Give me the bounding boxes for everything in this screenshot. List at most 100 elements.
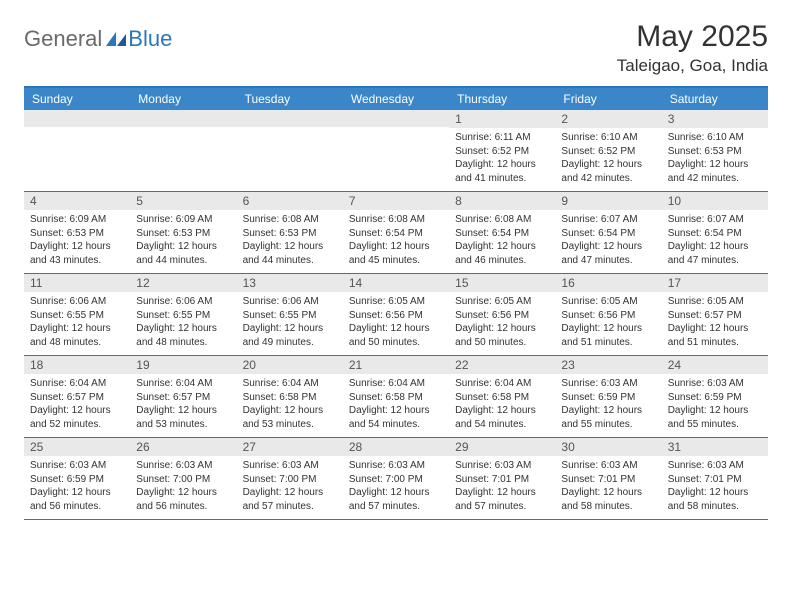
brand-text-blue: Blue [128,26,172,52]
day-number [237,110,343,127]
day-info: Sunrise: 6:08 AMSunset: 6:54 PMDaylight:… [449,210,555,273]
daylight-line: Daylight: 12 hours and 57 minutes. [349,486,443,513]
daylight-line: Daylight: 12 hours and 48 minutes. [136,322,230,349]
daylight-line: Daylight: 12 hours and 55 minutes. [561,404,655,431]
daylight-line: Daylight: 12 hours and 57 minutes. [243,486,337,513]
sunset-line: Sunset: 6:59 PM [561,391,655,405]
daylight-line: Daylight: 12 hours and 58 minutes. [561,486,655,513]
day-info [130,127,236,181]
daylight-line: Daylight: 12 hours and 44 minutes. [136,240,230,267]
sunset-line: Sunset: 7:00 PM [243,473,337,487]
day-info: Sunrise: 6:03 AMSunset: 7:01 PMDaylight:… [449,456,555,519]
day-number: 1 [449,110,555,128]
calendar-row: 25Sunrise: 6:03 AMSunset: 6:59 PMDayligh… [24,438,768,520]
daylight-line: Daylight: 12 hours and 49 minutes. [243,322,337,349]
day-info: Sunrise: 6:11 AMSunset: 6:52 PMDaylight:… [449,128,555,191]
day-cell: 20Sunrise: 6:04 AMSunset: 6:58 PMDayligh… [237,356,343,437]
day-info [24,127,130,181]
sunset-line: Sunset: 6:54 PM [668,227,762,241]
sunrise-line: Sunrise: 6:05 AM [561,295,655,309]
day-number: 15 [449,274,555,292]
day-number: 8 [449,192,555,210]
daylight-line: Daylight: 12 hours and 56 minutes. [30,486,124,513]
day-info: Sunrise: 6:08 AMSunset: 6:54 PMDaylight:… [343,210,449,273]
day-number: 19 [130,356,236,374]
dow-monday: Monday [130,88,236,110]
day-info: Sunrise: 6:04 AMSunset: 6:57 PMDaylight:… [130,374,236,437]
day-cell: 5Sunrise: 6:09 AMSunset: 6:53 PMDaylight… [130,192,236,273]
day-number: 26 [130,438,236,456]
sunrise-line: Sunrise: 6:03 AM [455,459,549,473]
day-number: 4 [24,192,130,210]
daylight-line: Daylight: 12 hours and 53 minutes. [136,404,230,431]
day-number: 11 [24,274,130,292]
title-block: May 2025 Taleigao, Goa, India [617,20,768,76]
sunrise-line: Sunrise: 6:04 AM [136,377,230,391]
day-info: Sunrise: 6:09 AMSunset: 6:53 PMDaylight:… [130,210,236,273]
daylight-line: Daylight: 12 hours and 42 minutes. [668,158,762,185]
day-cell: 25Sunrise: 6:03 AMSunset: 6:59 PMDayligh… [24,438,130,519]
day-cell: 8Sunrise: 6:08 AMSunset: 6:54 PMDaylight… [449,192,555,273]
dow-wednesday: Wednesday [343,88,449,110]
day-cell: 6Sunrise: 6:08 AMSunset: 6:53 PMDaylight… [237,192,343,273]
sunset-line: Sunset: 6:52 PM [561,145,655,159]
day-cell: 16Sunrise: 6:05 AMSunset: 6:56 PMDayligh… [555,274,661,355]
day-cell [24,110,130,191]
day-number: 7 [343,192,449,210]
day-number: 6 [237,192,343,210]
day-number [130,110,236,127]
daylight-line: Daylight: 12 hours and 50 minutes. [349,322,443,349]
day-info [237,127,343,181]
sunrise-line: Sunrise: 6:07 AM [668,213,762,227]
daylight-line: Daylight: 12 hours and 50 minutes. [455,322,549,349]
day-cell: 4Sunrise: 6:09 AMSunset: 6:53 PMDaylight… [24,192,130,273]
day-info: Sunrise: 6:03 AMSunset: 7:00 PMDaylight:… [237,456,343,519]
sunrise-line: Sunrise: 6:09 AM [136,213,230,227]
sunset-line: Sunset: 6:55 PM [136,309,230,323]
daylight-line: Daylight: 12 hours and 45 minutes. [349,240,443,267]
day-cell: 10Sunrise: 6:07 AMSunset: 6:54 PMDayligh… [662,192,768,273]
sunrise-line: Sunrise: 6:03 AM [30,459,124,473]
day-info: Sunrise: 6:10 AMSunset: 6:53 PMDaylight:… [662,128,768,191]
day-info: Sunrise: 6:09 AMSunset: 6:53 PMDaylight:… [24,210,130,273]
day-number: 14 [343,274,449,292]
day-info: Sunrise: 6:08 AMSunset: 6:53 PMDaylight:… [237,210,343,273]
sunset-line: Sunset: 6:53 PM [668,145,762,159]
day-cell: 21Sunrise: 6:04 AMSunset: 6:58 PMDayligh… [343,356,449,437]
day-cell: 30Sunrise: 6:03 AMSunset: 7:01 PMDayligh… [555,438,661,519]
day-info: Sunrise: 6:03 AMSunset: 6:59 PMDaylight:… [555,374,661,437]
daylight-line: Daylight: 12 hours and 51 minutes. [668,322,762,349]
dow-saturday: Saturday [662,88,768,110]
day-cell: 1Sunrise: 6:11 AMSunset: 6:52 PMDaylight… [449,110,555,191]
sunset-line: Sunset: 7:00 PM [349,473,443,487]
day-number: 28 [343,438,449,456]
sunrise-line: Sunrise: 6:08 AM [349,213,443,227]
sunrise-line: Sunrise: 6:03 AM [243,459,337,473]
day-info: Sunrise: 6:05 AMSunset: 6:57 PMDaylight:… [662,292,768,355]
daylight-line: Daylight: 12 hours and 46 minutes. [455,240,549,267]
sunrise-line: Sunrise: 6:03 AM [349,459,443,473]
day-number: 9 [555,192,661,210]
sunrise-line: Sunrise: 6:07 AM [561,213,655,227]
sunrise-line: Sunrise: 6:05 AM [455,295,549,309]
day-cell: 3Sunrise: 6:10 AMSunset: 6:53 PMDaylight… [662,110,768,191]
day-info: Sunrise: 6:07 AMSunset: 6:54 PMDaylight:… [555,210,661,273]
sunrise-line: Sunrise: 6:08 AM [243,213,337,227]
sunset-line: Sunset: 7:01 PM [455,473,549,487]
day-info: Sunrise: 6:05 AMSunset: 6:56 PMDaylight:… [343,292,449,355]
sunset-line: Sunset: 6:56 PM [561,309,655,323]
day-number: 2 [555,110,661,128]
day-cell: 9Sunrise: 6:07 AMSunset: 6:54 PMDaylight… [555,192,661,273]
sunset-line: Sunset: 6:55 PM [243,309,337,323]
calendar-row: 11Sunrise: 6:06 AMSunset: 6:55 PMDayligh… [24,274,768,356]
daylight-line: Daylight: 12 hours and 55 minutes. [668,404,762,431]
day-info: Sunrise: 6:03 AMSunset: 6:59 PMDaylight:… [24,456,130,519]
daylight-line: Daylight: 12 hours and 47 minutes. [668,240,762,267]
day-number: 29 [449,438,555,456]
day-cell [237,110,343,191]
daylight-line: Daylight: 12 hours and 51 minutes. [561,322,655,349]
sunset-line: Sunset: 6:54 PM [455,227,549,241]
sunset-line: Sunset: 6:54 PM [349,227,443,241]
sunset-line: Sunset: 7:00 PM [136,473,230,487]
sunset-line: Sunset: 6:56 PM [349,309,443,323]
